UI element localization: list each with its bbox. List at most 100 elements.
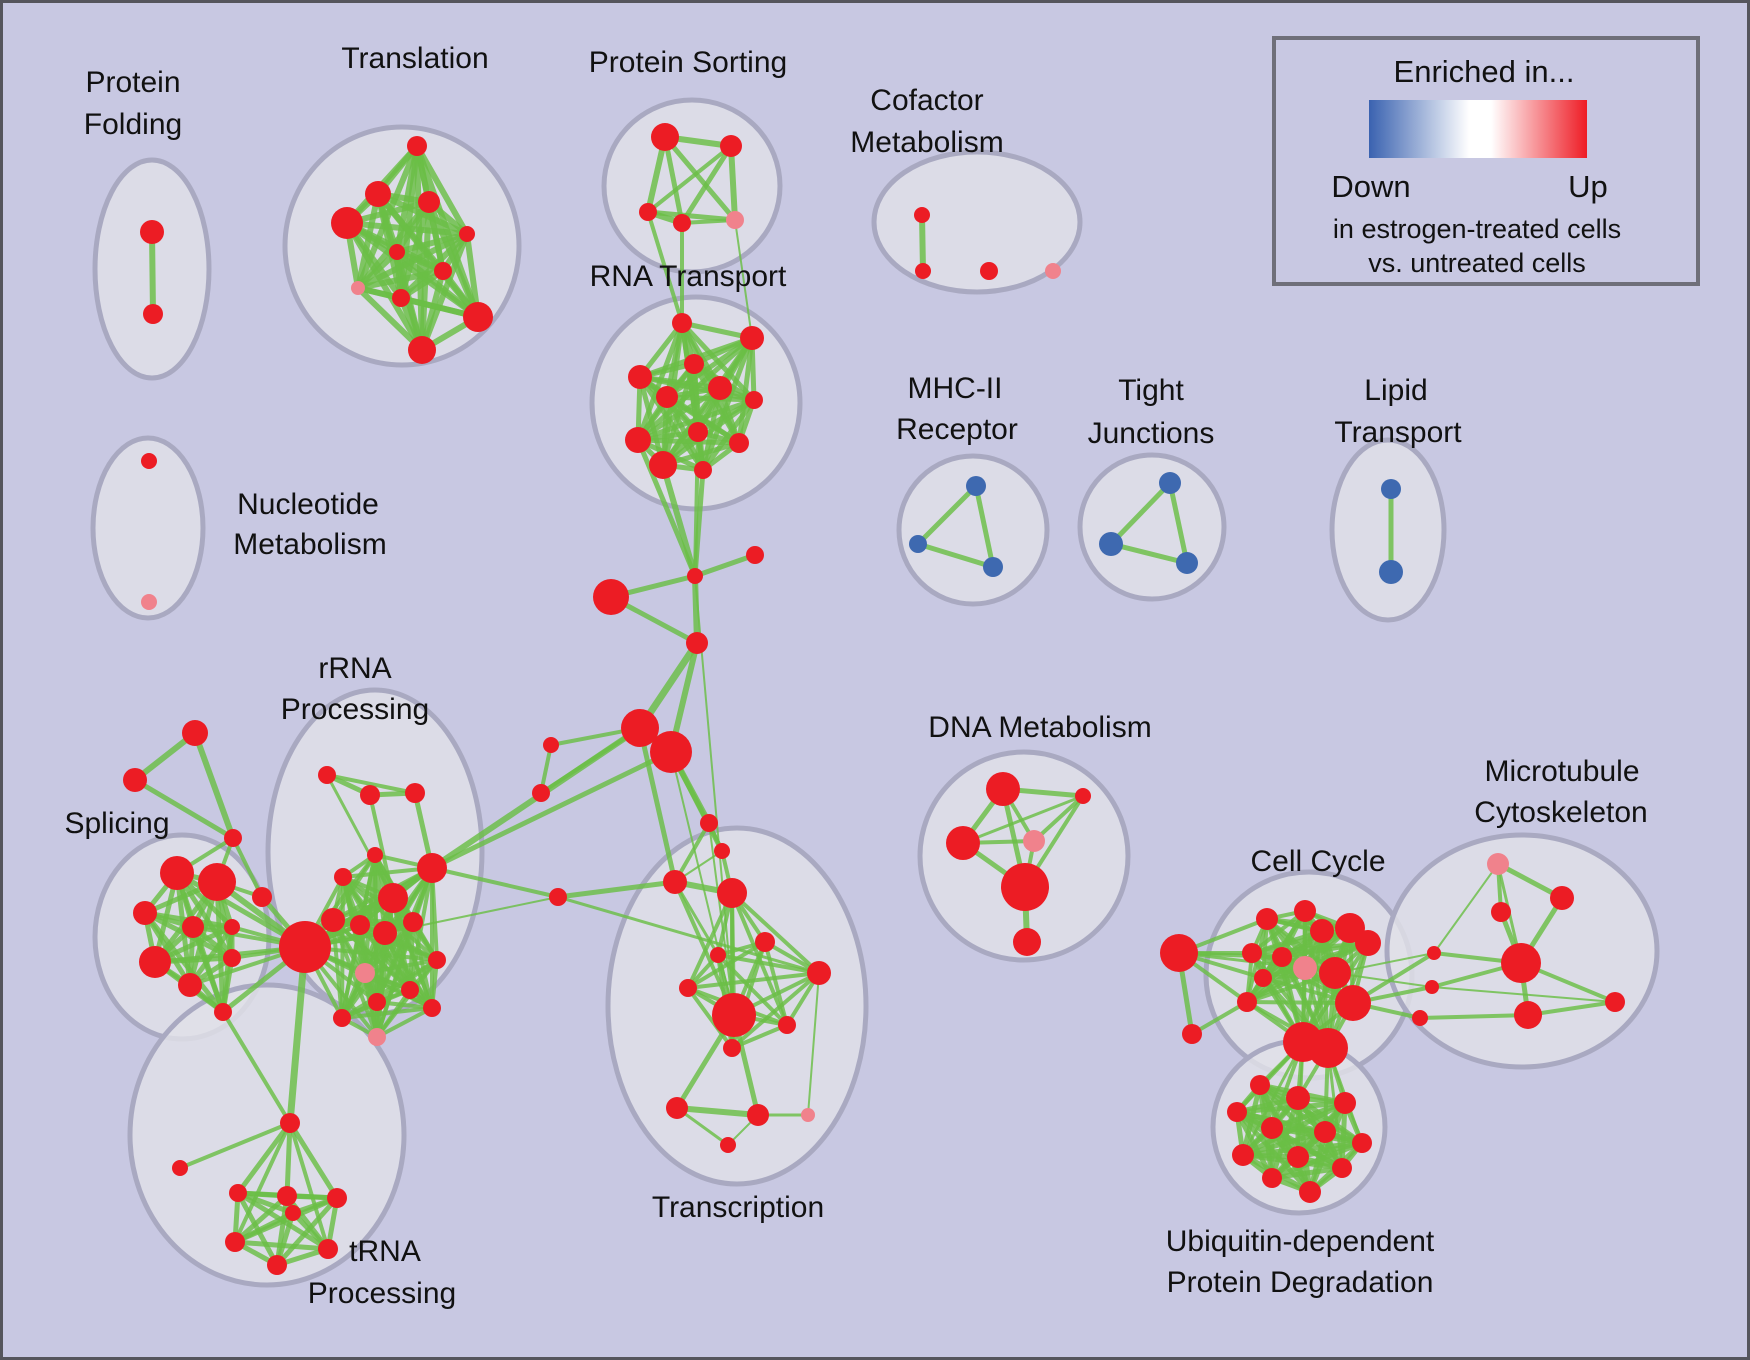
network-node[interactable] (1319, 957, 1351, 989)
network-node[interactable] (1605, 992, 1625, 1012)
network-node[interactable] (277, 1186, 297, 1206)
network-node[interactable] (141, 453, 157, 469)
network-node[interactable] (1381, 479, 1401, 499)
network-node[interactable] (1352, 1133, 1372, 1153)
network-node[interactable] (1294, 900, 1316, 922)
network-node[interactable] (1254, 969, 1272, 987)
network-node[interactable] (1425, 980, 1439, 994)
network-node[interactable] (1023, 830, 1045, 852)
network-node[interactable] (673, 214, 691, 232)
network-node[interactable] (223, 949, 241, 967)
network-node[interactable] (407, 136, 427, 156)
network-node[interactable] (1232, 1144, 1254, 1166)
network-node[interactable] (214, 1003, 232, 1021)
network-node[interactable] (1256, 908, 1278, 930)
network-node[interactable] (687, 568, 703, 584)
network-node[interactable] (459, 226, 475, 242)
network-node[interactable] (423, 999, 441, 1017)
network-node[interactable] (1501, 943, 1541, 983)
network-node[interactable] (1335, 985, 1371, 1021)
network-node[interactable] (408, 336, 436, 364)
network-node[interactable] (740, 326, 764, 350)
network-node[interactable] (327, 1188, 347, 1208)
network-node[interactable] (355, 963, 375, 983)
network-node[interactable] (252, 887, 272, 907)
network-node[interactable] (1287, 1146, 1309, 1168)
network-node[interactable] (684, 354, 704, 374)
network-node[interactable] (717, 878, 747, 908)
network-node[interactable] (729, 433, 749, 453)
network-node[interactable] (1514, 1001, 1542, 1029)
network-node[interactable] (621, 709, 659, 747)
network-node[interactable] (1262, 1168, 1282, 1188)
network-node[interactable] (392, 289, 410, 307)
network-node[interactable] (160, 856, 194, 890)
network-node[interactable] (367, 847, 383, 863)
network-node[interactable] (639, 203, 657, 221)
network-node[interactable] (280, 1113, 300, 1133)
network-node[interactable] (720, 135, 742, 157)
network-node[interactable] (1272, 947, 1292, 967)
network-node[interactable] (225, 1232, 245, 1252)
network-node[interactable] (712, 993, 756, 1037)
network-node[interactable] (1427, 946, 1441, 960)
network-node[interactable] (318, 1239, 338, 1259)
network-node[interactable] (1001, 863, 1049, 911)
network-node[interactable] (543, 737, 559, 753)
network-node[interactable] (686, 632, 708, 654)
network-node[interactable] (746, 546, 764, 564)
network-node[interactable] (1412, 1010, 1428, 1026)
network-node[interactable] (909, 535, 927, 553)
network-node[interactable] (650, 731, 692, 773)
network-node[interactable] (1550, 886, 1574, 910)
network-node[interactable] (532, 784, 550, 802)
network-node[interactable] (1099, 532, 1123, 556)
network-node[interactable] (628, 365, 652, 389)
network-node[interactable] (723, 1039, 741, 1057)
network-node[interactable] (1491, 902, 1511, 922)
network-node[interactable] (983, 557, 1003, 577)
network-node[interactable] (229, 1184, 247, 1202)
network-node[interactable] (368, 1028, 386, 1046)
network-node[interactable] (1227, 1102, 1247, 1122)
network-node[interactable] (656, 386, 678, 408)
network-node[interactable] (710, 947, 726, 963)
network-node[interactable] (1242, 943, 1262, 963)
network-node[interactable] (1250, 1075, 1270, 1095)
network-node[interactable] (434, 262, 452, 280)
network-node[interactable] (331, 207, 363, 239)
network-node[interactable] (663, 870, 687, 894)
network-node[interactable] (946, 826, 980, 860)
network-node[interactable] (182, 720, 208, 746)
network-node[interactable] (139, 946, 171, 978)
network-node[interactable] (224, 829, 242, 847)
network-node[interactable] (914, 207, 930, 223)
network-node[interactable] (405, 783, 425, 803)
network-node[interactable] (285, 1205, 301, 1221)
network-node[interactable] (649, 451, 677, 479)
network-node[interactable] (726, 211, 744, 229)
network-node[interactable] (123, 768, 147, 792)
network-node[interactable] (378, 883, 408, 913)
network-node[interactable] (141, 594, 157, 610)
network-node[interactable] (267, 1255, 287, 1275)
network-node[interactable] (143, 304, 163, 324)
network-node[interactable] (1487, 853, 1509, 875)
network-node[interactable] (1261, 1117, 1283, 1139)
network-node[interactable] (1176, 552, 1198, 574)
network-node[interactable] (1314, 1121, 1336, 1143)
network-node[interactable] (1308, 1028, 1348, 1068)
network-node[interactable] (1045, 263, 1061, 279)
network-node[interactable] (418, 191, 440, 213)
network-node[interactable] (1075, 788, 1091, 804)
network-node[interactable] (333, 1009, 351, 1027)
network-node[interactable] (182, 916, 204, 938)
network-node[interactable] (1355, 930, 1381, 956)
network-node[interactable] (915, 263, 931, 279)
network-node[interactable] (688, 422, 708, 442)
network-node[interactable] (1379, 560, 1403, 584)
network-node[interactable] (1286, 1086, 1310, 1110)
network-node[interactable] (368, 993, 386, 1011)
network-node[interactable] (198, 863, 236, 901)
network-node[interactable] (1299, 1181, 1321, 1203)
